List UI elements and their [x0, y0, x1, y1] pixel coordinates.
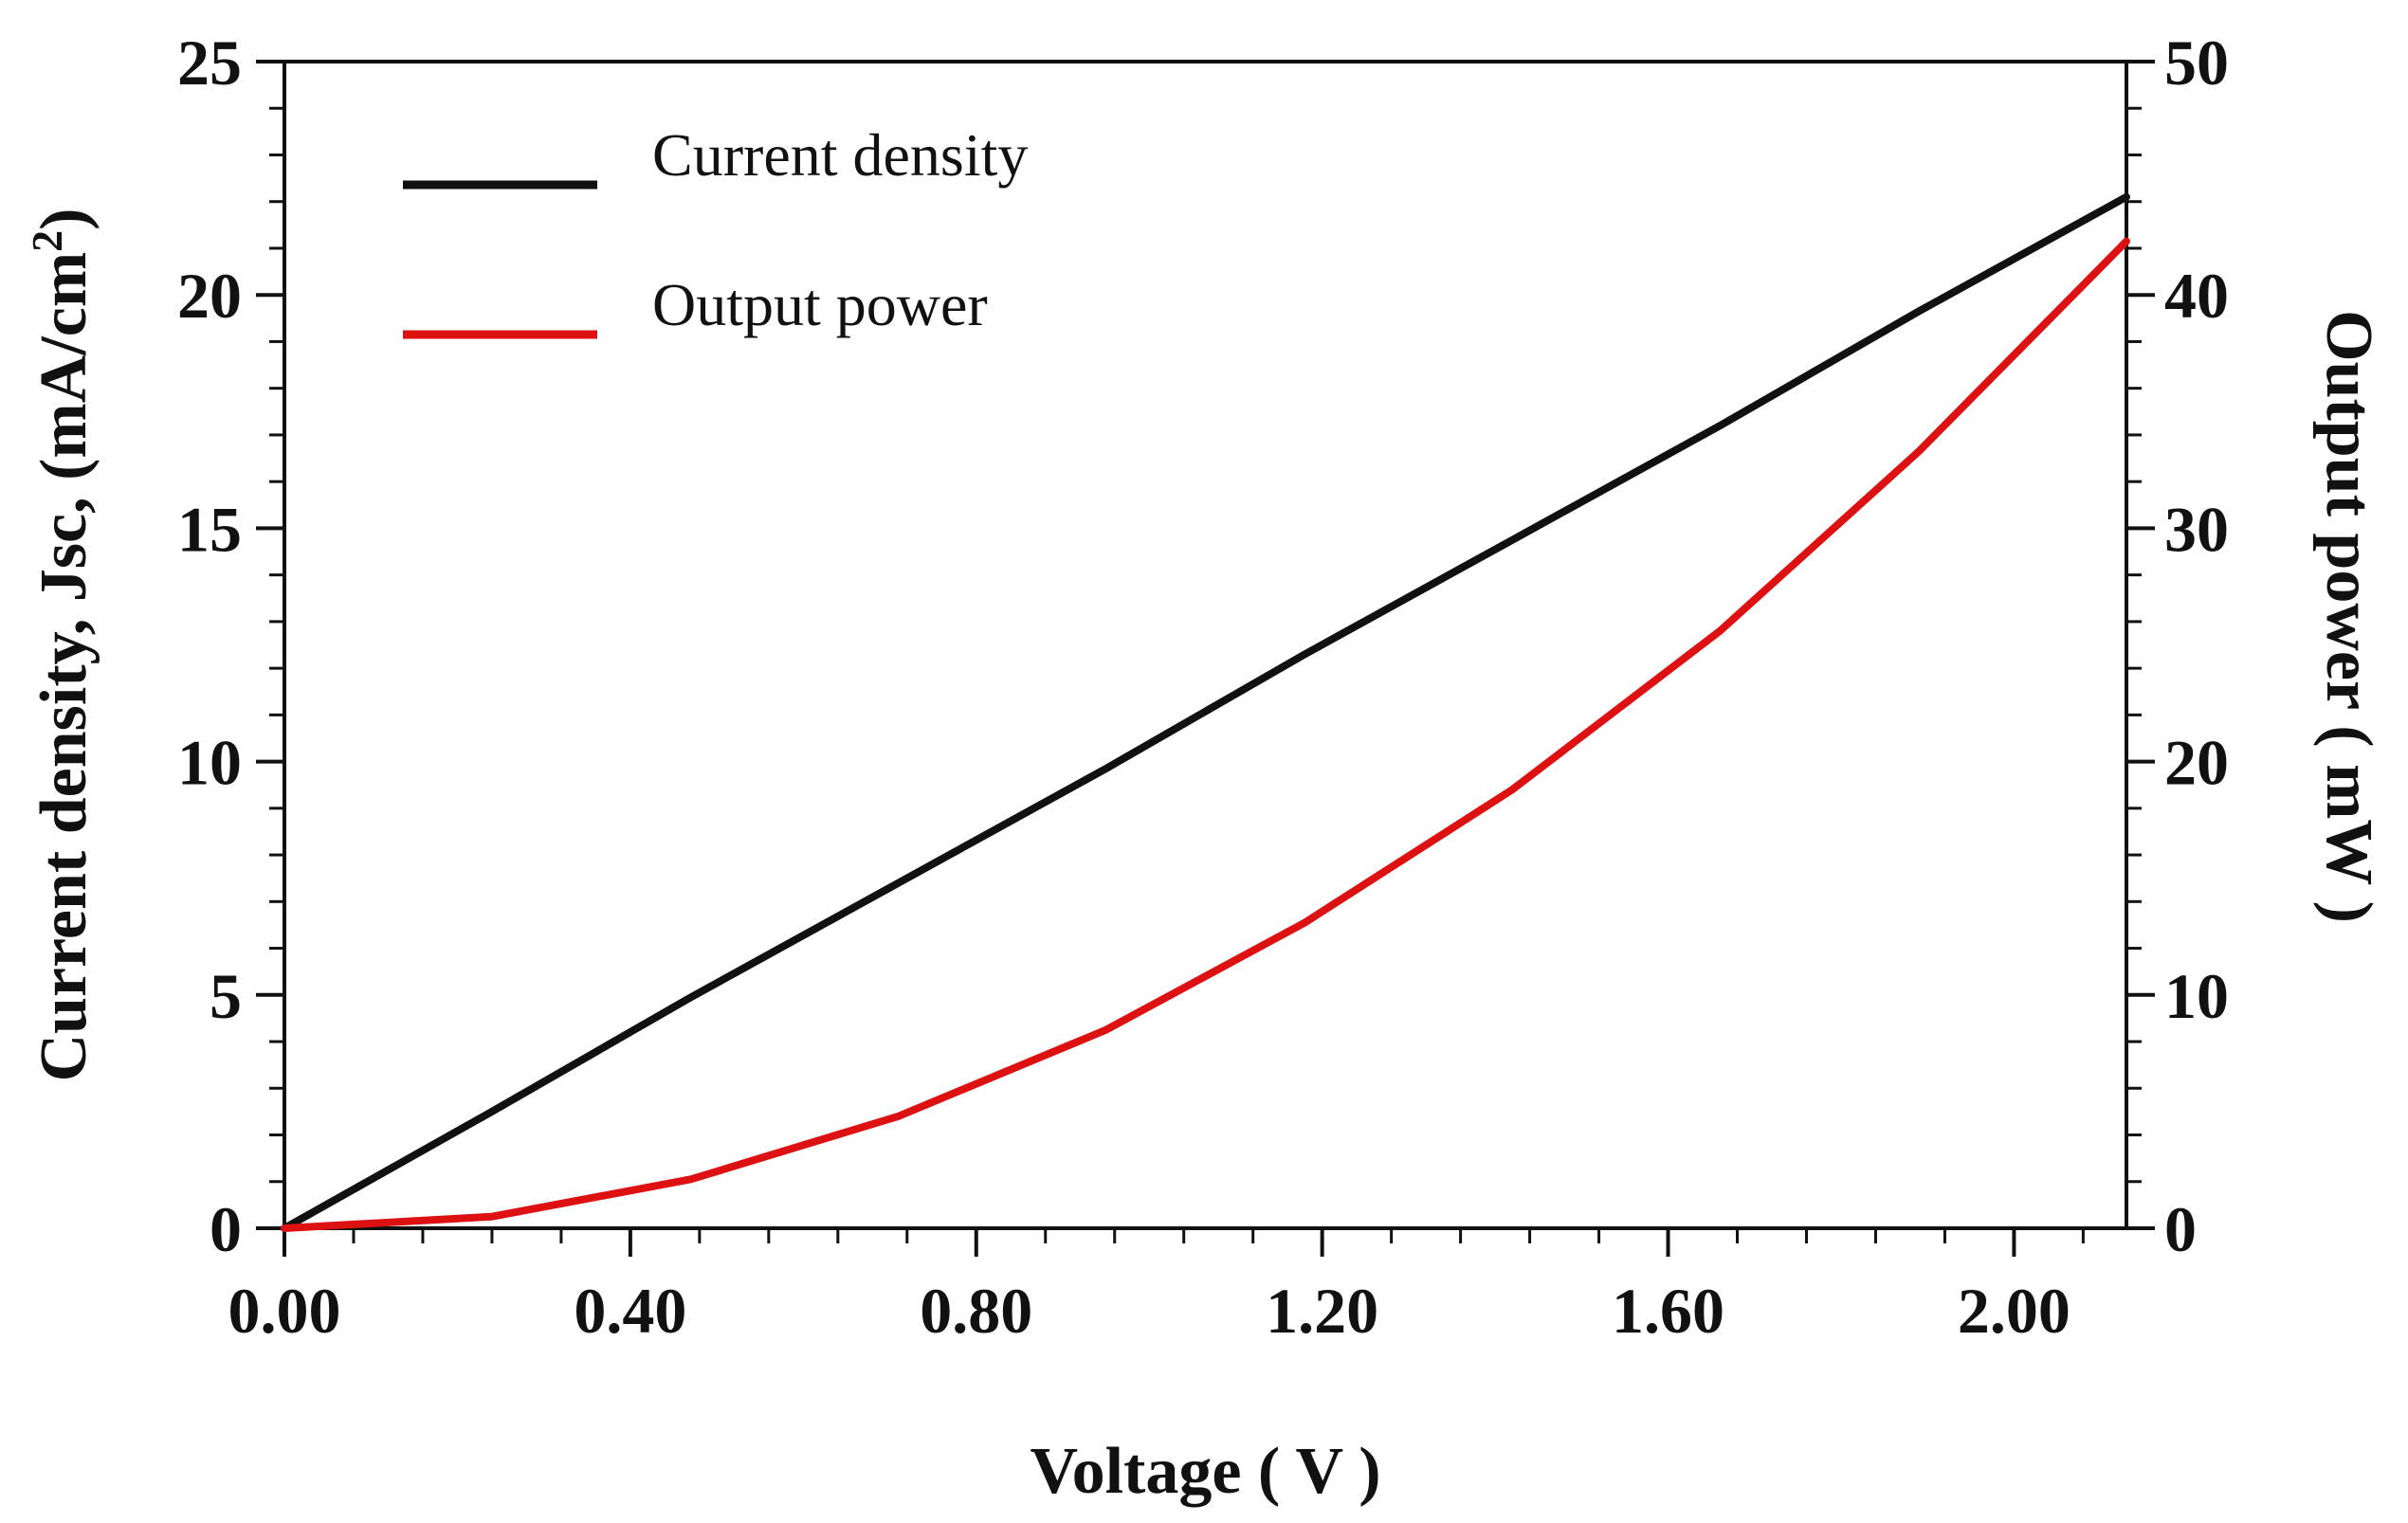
y-axis-left: 0 5 10 15 20 25	[177, 27, 284, 1265]
y2-axis-title: Output power ( mW )	[2312, 310, 2385, 923]
plot-area-border	[283, 60, 2128, 1230]
y2-tick-label: 20	[2164, 727, 2229, 799]
legend-label-current-density: Current density	[652, 121, 1028, 189]
y2-tick-label: 0	[2164, 1193, 2197, 1265]
y-tick-label: 15	[177, 493, 242, 565]
x-tick-label: 1.60	[1612, 1275, 1724, 1347]
y2-tick-label: 40	[2164, 260, 2229, 332]
x-tick-label: 0.80	[920, 1275, 1032, 1347]
series-line-current-density	[281, 192, 2130, 1232]
y-axis-title: Current density, Jsc, (mA/cm2)	[23, 209, 101, 1082]
y-axis-title-base: Current density, Jsc, (mA/cm	[27, 252, 100, 1082]
x-tick-label: 0.00	[228, 1275, 341, 1347]
axes-frame	[283, 60, 2128, 1230]
y-axis-title-superscript: 2	[23, 230, 71, 252]
y2-tick-label: 50	[2164, 27, 2229, 99]
x-axis-title: Voltage ( V )	[1030, 1435, 1380, 1508]
x-axis: 0.00 0.40 0.80 1.20 1.60 2.00	[228, 1228, 2085, 1347]
y-tick-label: 10	[177, 727, 242, 799]
series-layer	[281, 192, 2130, 1232]
y2-tick-label: 10	[2164, 960, 2229, 1032]
y-tick-label: 25	[177, 27, 242, 99]
legend: Current density Output power	[403, 121, 1028, 339]
series-line-output-power	[281, 237, 2130, 1232]
x-tick-label: 1.20	[1266, 1275, 1378, 1347]
x-tick-label: 2.00	[1958, 1275, 2071, 1347]
y-tick-label: 0	[210, 1193, 242, 1265]
y-axis-right: 0 10 20 30 40 50	[2126, 27, 2229, 1265]
y-tick-label: 5	[210, 960, 242, 1032]
y-tick-label: 20	[177, 260, 242, 332]
x-tick-label: 0.40	[574, 1275, 686, 1347]
y-axis-title-end: )	[27, 209, 100, 230]
legend-label-output-power: Output power	[652, 271, 988, 338]
y2-tick-label: 30	[2164, 493, 2229, 565]
